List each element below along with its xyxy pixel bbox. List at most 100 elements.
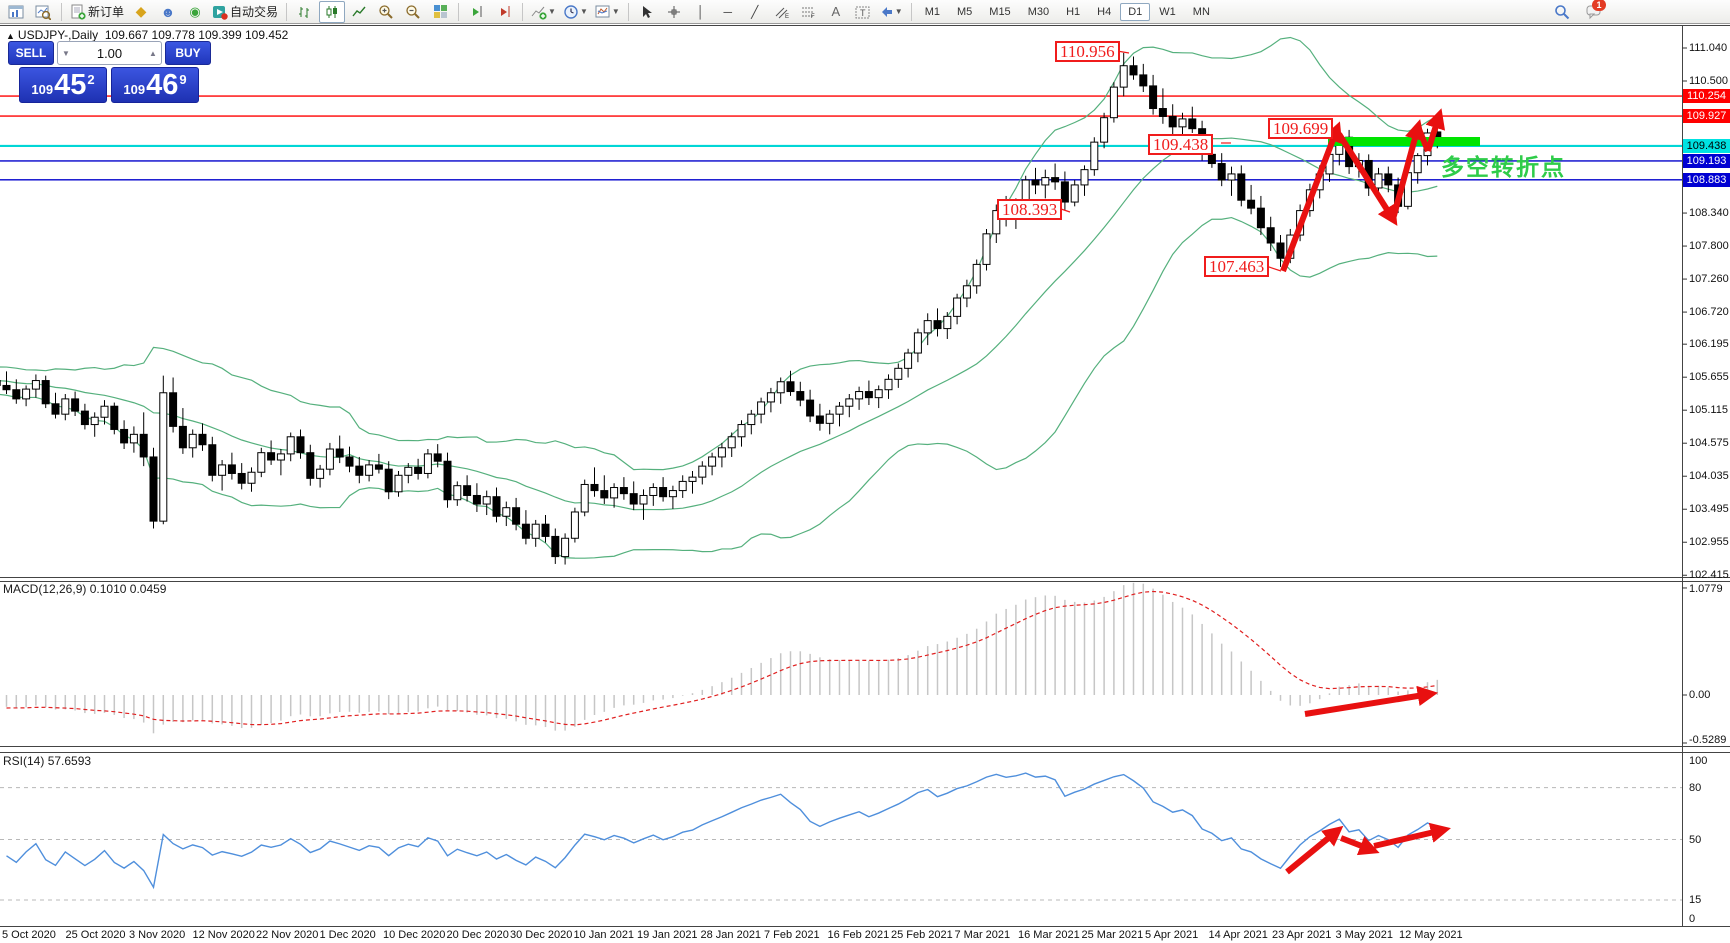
zoom-in-icon[interactable]	[373, 1, 399, 23]
trendline-tool-icon[interactable]: ╱	[751, 4, 759, 19]
signals-icon[interactable]: ◉	[189, 3, 201, 19]
text-tool-icon[interactable]: A	[831, 4, 841, 19]
indicators-button[interactable]: ▼	[528, 1, 559, 23]
new-chart-icon[interactable]	[3, 1, 29, 23]
price-axis-tick: 107.800	[1689, 240, 1729, 253]
chart-symbol: USDJPY-,Daily	[17, 28, 99, 42]
volume-up-button[interactable]: ▲	[149, 48, 157, 58]
date-axis-label: 30 Dec 2020	[510, 929, 573, 941]
price-level-chip: 109.927	[1683, 109, 1730, 124]
price-level-chip: 108.883	[1683, 172, 1730, 187]
timeframe-m5[interactable]: M5	[957, 5, 973, 18]
timeframe-d1[interactable]: D1	[1120, 2, 1151, 21]
price-callout[interactable]: 110.956	[1055, 41, 1120, 62]
timeframe-h1[interactable]: H1	[1066, 5, 1081, 18]
chart-shift-icon[interactable]	[464, 1, 490, 23]
date-axis-label: 28 Jan 2021	[700, 929, 762, 941]
one-click-collapse-icon[interactable]: ▲	[6, 31, 15, 41]
line-chart-type-icon[interactable]	[346, 1, 372, 23]
date-axis-label: 10 Jan 2021	[573, 929, 635, 941]
timeframe-m30[interactable]: M30	[1027, 5, 1050, 18]
trend-arrow[interactable]	[1425, 108, 1446, 152]
bid-pipette: 2	[87, 72, 95, 87]
buy-button[interactable]: BUY	[165, 41, 211, 65]
arrows-tool-button[interactable]: ▼	[877, 1, 906, 23]
price-level-chip: 109.193	[1683, 153, 1730, 168]
autotrading-button[interactable]: 自动交易	[209, 1, 281, 23]
svg-text:T: T	[860, 8, 866, 18]
date-axis-label: 12 Nov 2020	[192, 929, 255, 941]
date-axis-label: 7 Mar 2021	[954, 929, 1011, 941]
trend-arrow[interactable]	[1390, 119, 1425, 220]
crosshair-tool-icon[interactable]	[661, 1, 687, 23]
price-axis-tick: 104.035	[1689, 470, 1729, 483]
chart-ohlc: 109.667 109.778 109.399 109.452	[104, 28, 289, 42]
green-highlight-bar[interactable]	[1328, 137, 1480, 146]
price-callout[interactable]: 108.393	[997, 199, 1063, 220]
text-label-tool-icon[interactable]: T	[850, 1, 876, 23]
price-axis-tick: 108.340	[1689, 207, 1729, 220]
rsi-pane-label: RSI(14) 57.6593	[3, 754, 92, 768]
cursor-tool-icon[interactable]	[634, 1, 660, 23]
date-axis-label: 22 Nov 2020	[256, 929, 319, 941]
search-icon[interactable]	[1549, 1, 1575, 23]
chart-title: ▲ USDJPY-,Daily 109.667 109.778 109.399 1…	[6, 28, 288, 42]
sell-button[interactable]: SELL	[8, 41, 54, 65]
new-order-button[interactable]: 新订单	[67, 1, 127, 23]
timeframe-h4[interactable]: H4	[1097, 5, 1112, 18]
date-axis-label: 3 Nov 2020	[129, 929, 186, 941]
bid-prefix: 109	[31, 82, 54, 97]
tile-windows-icon[interactable]	[427, 1, 453, 23]
horizontal-line-tool-icon[interactable]: ─	[723, 4, 733, 19]
date-axis-label: 10 Dec 2020	[383, 929, 446, 941]
ask-big: 46	[146, 69, 179, 101]
trend-arrow[interactable]	[1280, 121, 1343, 273]
macd-axis-tick: 1.0779	[1689, 583, 1723, 595]
rsi-arrow[interactable]	[1373, 822, 1451, 849]
ask-price-button[interactable]: 109 46 9	[111, 67, 199, 103]
community-icon[interactable]: ☻	[160, 3, 176, 20]
turning-point-note[interactable]: 多空转折点	[1441, 154, 1566, 180]
timeframe-m15[interactable]: M15	[989, 5, 1011, 18]
price-axis-tick: 106.720	[1689, 306, 1729, 319]
price-axis-tick: 106.195	[1689, 338, 1729, 351]
channel-tool-icon[interactable]: E	[769, 1, 795, 23]
date-axis-label: 16 Feb 2021	[827, 929, 890, 941]
zoom-out-icon[interactable]	[400, 1, 426, 23]
rsi-axis-tick: 15	[1689, 894, 1702, 907]
templates-button[interactable]: ▼	[592, 1, 623, 23]
svg-text:F: F	[811, 14, 815, 19]
vertical-line-tool-icon[interactable]: │	[697, 4, 705, 19]
expert-advisors-icon[interactable]: ◆	[135, 3, 147, 19]
price-axis-tick: 103.495	[1689, 503, 1729, 516]
volume-input[interactable]: 1.00	[96, 45, 123, 61]
macd-arrow[interactable]	[1304, 685, 1439, 717]
date-axis-label: 5 Oct 2020	[2, 929, 56, 941]
bid-price-button[interactable]: 109 45 2	[19, 67, 107, 103]
bar-chart-type-icon[interactable]	[292, 1, 318, 23]
auto-scroll-icon[interactable]	[491, 1, 517, 23]
svg-text:E: E	[785, 14, 789, 19]
candle-chart-type-icon[interactable]	[319, 0, 346, 23]
timeframe-m1[interactable]: M1	[924, 5, 940, 18]
price-callout[interactable]: 107.463	[1204, 256, 1270, 277]
toolbar-separator	[627, 2, 629, 21]
trend-arrow[interactable]	[1336, 132, 1398, 226]
periods-button[interactable]: ▼	[560, 1, 591, 23]
price-callout[interactable]: 109.438	[1148, 134, 1214, 155]
toolbar-separator	[522, 2, 524, 21]
timeframe-w1[interactable]: W1	[1159, 5, 1176, 18]
profiles-icon[interactable]	[30, 1, 56, 23]
price-axis-tick: 110.500	[1689, 75, 1728, 87]
one-click-trade-panel: SELL ▼ 1.00 ▲ BUY 109 45 2 109 46 9	[8, 41, 211, 103]
toolbar-separator	[458, 2, 460, 21]
price-callout[interactable]: 109.699	[1268, 118, 1334, 139]
date-axis-label: 25 Oct 2020	[65, 929, 126, 941]
chat-icon[interactable]: 1	[1581, 0, 1607, 23]
timeframe-mn[interactable]: MN	[1192, 5, 1210, 18]
rsi-arrow[interactable]	[1339, 835, 1380, 856]
rsi-arrow[interactable]	[1285, 825, 1344, 875]
volume-down-button[interactable]: ▼	[62, 48, 70, 58]
fibonacci-tool-icon[interactable]: F	[796, 1, 822, 23]
